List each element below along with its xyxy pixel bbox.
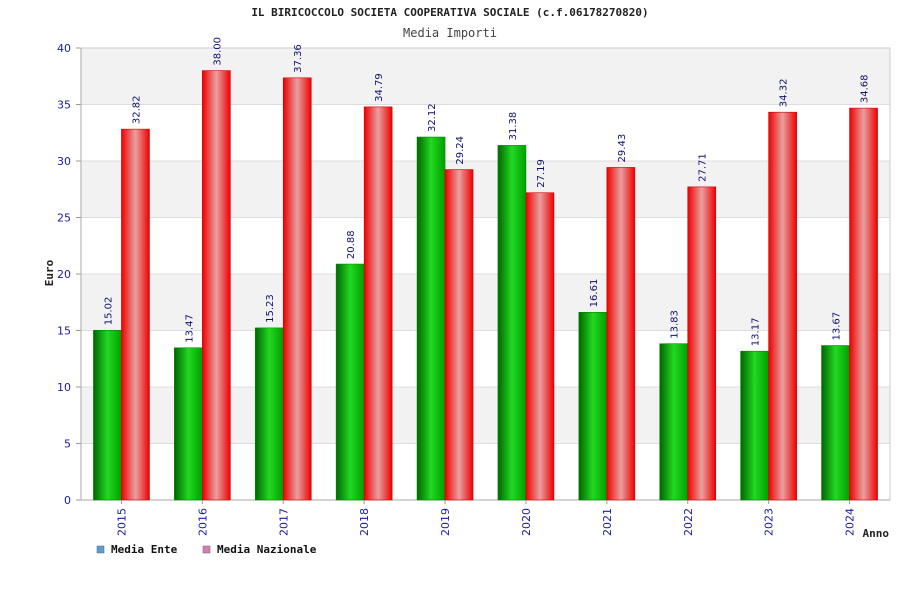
x-tick-label: 2021 xyxy=(601,508,614,536)
x-tick-label: 2016 xyxy=(196,508,209,536)
bar-media-ente xyxy=(740,350,769,501)
bar-media-nazionale xyxy=(121,128,150,501)
data-label: 15.23 xyxy=(265,294,276,323)
data-label: 13.17 xyxy=(751,318,762,347)
bar-media-ente xyxy=(254,327,284,501)
x-tick-label: 2019 xyxy=(439,508,452,536)
y-tick-label: 15 xyxy=(57,325,71,338)
bar-media-nazionale xyxy=(363,106,393,501)
legend-swatch xyxy=(96,545,105,554)
x-tick-label: 2017 xyxy=(277,508,290,536)
bar-media-nazionale xyxy=(606,167,636,501)
data-label: 37.36 xyxy=(293,44,304,73)
bar-media-nazionale xyxy=(768,111,797,501)
data-label: 29.43 xyxy=(617,134,628,163)
legend-label: Media Nazionale xyxy=(217,543,317,556)
data-label: 29.24 xyxy=(455,136,466,165)
y-tick-label: 0 xyxy=(64,494,71,507)
data-label: 15.02 xyxy=(103,297,114,326)
plot-area: 0 5 10 15 20 25 30 35 40 15.02 32.82 2015 13.47 38.00… xyxy=(57,37,891,536)
bar-media-ente xyxy=(93,329,122,501)
bar-media-nazionale xyxy=(444,169,474,501)
y-tick-label: 20 xyxy=(57,268,71,281)
y-tick-label: 25 xyxy=(57,212,71,225)
legend-swatch xyxy=(202,545,211,554)
bar-media-ente xyxy=(174,347,203,501)
x-tick-label: 2023 xyxy=(763,508,776,536)
bar-media-nazionale xyxy=(282,77,312,501)
x-tick-label: 2018 xyxy=(358,508,371,536)
y-tick-label: 10 xyxy=(57,381,71,394)
bar-media-nazionale xyxy=(525,192,555,501)
bar-media-ente xyxy=(497,145,527,501)
chart-subtitle: Media Importi xyxy=(403,26,497,40)
data-label: 16.61 xyxy=(589,279,600,308)
y-tick-label: 30 xyxy=(57,155,71,168)
x-tick-label: 2015 xyxy=(115,508,128,536)
data-label: 13.47 xyxy=(184,314,195,343)
data-label: 13.67 xyxy=(832,312,843,341)
bar-media-ente xyxy=(578,312,608,501)
chart-title: IL BIRICOCCOLO SOCIETA COOPERATIVA SOCIA… xyxy=(251,6,648,19)
bar-media-ente xyxy=(821,345,850,501)
bar-media-nazionale xyxy=(202,70,231,501)
data-label: 31.38 xyxy=(508,112,519,141)
data-label: 32.12 xyxy=(427,103,438,132)
bar-media-ente xyxy=(416,136,446,501)
y-tick-label: 40 xyxy=(57,42,71,55)
data-label: 34.32 xyxy=(779,79,790,108)
bar-media-ente xyxy=(659,343,689,501)
x-axis-label: Anno xyxy=(863,527,890,540)
bar-media-nazionale xyxy=(687,186,717,501)
bar-media-ente xyxy=(335,263,365,501)
x-tick-label: 2020 xyxy=(520,508,533,536)
x-tick-label: 2024 xyxy=(844,508,857,536)
legend-label: Media Ente xyxy=(111,543,178,556)
data-label: 32.82 xyxy=(131,95,142,124)
bar-media-nazionale xyxy=(849,107,878,501)
y-tick-label: 5 xyxy=(64,438,71,451)
data-label: 20.88 xyxy=(346,230,357,259)
data-label: 38.00 xyxy=(212,37,223,66)
data-label: 34.79 xyxy=(374,73,385,102)
legend: Media Ente Media Nazionale xyxy=(96,543,317,556)
data-label: 13.83 xyxy=(670,310,681,339)
data-label: 34.68 xyxy=(860,74,871,103)
x-tick-label: 2022 xyxy=(682,508,695,536)
y-tick-label: 35 xyxy=(57,99,71,112)
data-label: 27.71 xyxy=(698,153,709,182)
data-label: 27.19 xyxy=(536,159,547,188)
y-axis-label: Euro xyxy=(43,259,56,286)
